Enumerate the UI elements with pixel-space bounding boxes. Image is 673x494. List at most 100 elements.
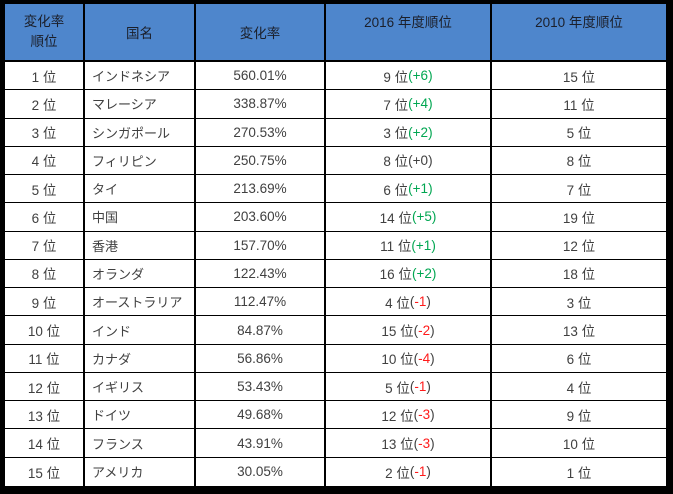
- delta-value: -2: [418, 322, 431, 338]
- paren-close: ): [428, 152, 433, 168]
- rank-2010-cell: 18 位: [492, 260, 666, 289]
- rank-2016-cell: 6 位 (+1): [326, 175, 492, 204]
- delta-badge: (-1): [410, 379, 431, 394]
- paren-open: (: [409, 294, 415, 310]
- country-cell: オランダ: [85, 259, 196, 289]
- paren-close: ): [426, 294, 431, 310]
- paren-close: ): [428, 181, 433, 197]
- delta-value: +4: [412, 96, 429, 112]
- rank-2016-cell: 11 位 (+1): [326, 231, 492, 260]
- rank-2010-cell: 1 位: [566, 465, 592, 481]
- rank-2016-value: 10 位: [381, 352, 414, 368]
- rank-2010-cell: 10 位: [492, 429, 666, 458]
- delta-badge: (+4): [408, 96, 432, 111]
- paren-open: (: [413, 350, 419, 366]
- rank-2016-value: 6 位: [383, 182, 409, 198]
- rank-cell: 9 位: [5, 288, 85, 317]
- country-cell: マレーシア: [85, 90, 196, 119]
- country-cell: アメリカ: [85, 457, 196, 486]
- country-cell: 香港: [85, 231, 196, 260]
- paren-close: ): [428, 96, 433, 112]
- paren-open: (: [413, 407, 419, 423]
- paren-close: ): [430, 435, 435, 451]
- delta-value: +0: [412, 152, 429, 168]
- delta-badge: (+1): [411, 238, 435, 253]
- rank-2016-value: 7 位: [383, 97, 409, 113]
- delta-badge: (-3): [414, 436, 435, 451]
- delta-value: +1: [415, 237, 432, 253]
- delta-value: +5: [416, 209, 432, 225]
- rank-2016-value: 15 位: [381, 324, 414, 340]
- rate-cell: 203.60%: [196, 203, 326, 232]
- rank-2016-value: 14 位: [379, 210, 412, 226]
- country-cell: インド: [85, 316, 196, 345]
- rank-2016-cell: 7 位 (+4): [326, 90, 492, 119]
- delta-value: +2: [416, 265, 432, 281]
- rate-cell: 250.75%: [196, 146, 326, 176]
- rank-2010-cell: 11 位: [492, 90, 666, 119]
- rate-cell: 53.43%: [196, 372, 326, 402]
- country-cell: フィリピン: [85, 146, 196, 176]
- delta-value: +2: [412, 124, 429, 140]
- paren-close: ): [431, 265, 437, 281]
- rank-2016-cell: 5 位 (-1): [326, 372, 492, 402]
- paren-close: ): [430, 350, 435, 366]
- rank-2016-value: 16 位: [379, 267, 412, 283]
- paren-close: ): [431, 237, 436, 253]
- rank-2016-value: 12 位: [381, 408, 414, 424]
- paren-close: ): [428, 124, 433, 140]
- rank-2016-value: 5 位: [385, 380, 410, 396]
- paren-open: (: [413, 322, 419, 338]
- rank-2016-value: 4 位: [385, 295, 410, 311]
- rank-cell: 6 位: [5, 203, 85, 232]
- rate-cell: 270.53%: [196, 118, 326, 147]
- paren-open: (: [411, 265, 417, 281]
- paren-open: (: [409, 464, 415, 480]
- rank-cell: 1 位: [5, 62, 85, 91]
- rank-2016-value: 11 位: [380, 239, 412, 255]
- header-country-name: 国名: [85, 4, 196, 62]
- paren-close: ): [428, 68, 433, 84]
- paren-open: (: [408, 152, 413, 168]
- header-change-rate: 変化率: [196, 4, 326, 62]
- paren-open: (: [408, 96, 413, 112]
- country-cell: ドイツ: [85, 401, 196, 430]
- delta-value: +1: [412, 181, 429, 197]
- paren-close: ): [430, 322, 435, 338]
- rank-2010-cell: 12 位: [492, 232, 666, 260]
- rank-2010-cell: 8 位: [492, 147, 666, 176]
- delta-badge: (-2): [414, 323, 435, 338]
- rank-2016-cell: 2 位 (-1): [326, 457, 492, 486]
- paren-close: ): [431, 209, 437, 225]
- rank-2016-cell: 14 位 (+5): [326, 203, 492, 232]
- paren-close: ): [426, 464, 431, 480]
- rate-cell: 56.86%: [196, 344, 326, 373]
- header-change-rate-rank: 変化率 順位: [5, 4, 85, 62]
- country-cell: 中国: [85, 203, 196, 232]
- rate-cell: 157.70%: [196, 231, 326, 260]
- delta-badge: (+1): [408, 181, 432, 196]
- rank-2016-value: 3 位: [383, 126, 409, 142]
- country-cell: タイ: [85, 175, 196, 204]
- delta-value: -3: [418, 435, 431, 451]
- delta-badge: (-1): [410, 294, 431, 309]
- paren-open: (: [408, 181, 413, 197]
- rank-2010-cell: 13 位: [492, 316, 666, 345]
- rank-2010-cell: 6 位: [492, 345, 666, 373]
- rank-2016-cell: 3 位 (+2): [326, 118, 492, 147]
- rank-cell: 2 位: [5, 90, 85, 119]
- country-cell: イギリス: [85, 372, 196, 402]
- paren-open: (: [413, 435, 419, 451]
- delta-badge: (+2): [412, 266, 436, 281]
- delta-badge: (-4): [414, 351, 435, 366]
- paren-open: (: [408, 124, 413, 140]
- country-cell: シンガポール: [85, 118, 196, 147]
- rank-cell: 15 位: [5, 457, 85, 486]
- rate-cell: 49.68%: [196, 401, 326, 430]
- rank-2010-cell: 4 位: [492, 373, 666, 402]
- delta-value: +6: [412, 68, 429, 84]
- rank-cell: 7 位: [5, 231, 85, 260]
- rank-cell: 11 位: [5, 344, 85, 373]
- rank-cell: 13 位: [5, 401, 85, 430]
- paren-open: (: [409, 379, 415, 395]
